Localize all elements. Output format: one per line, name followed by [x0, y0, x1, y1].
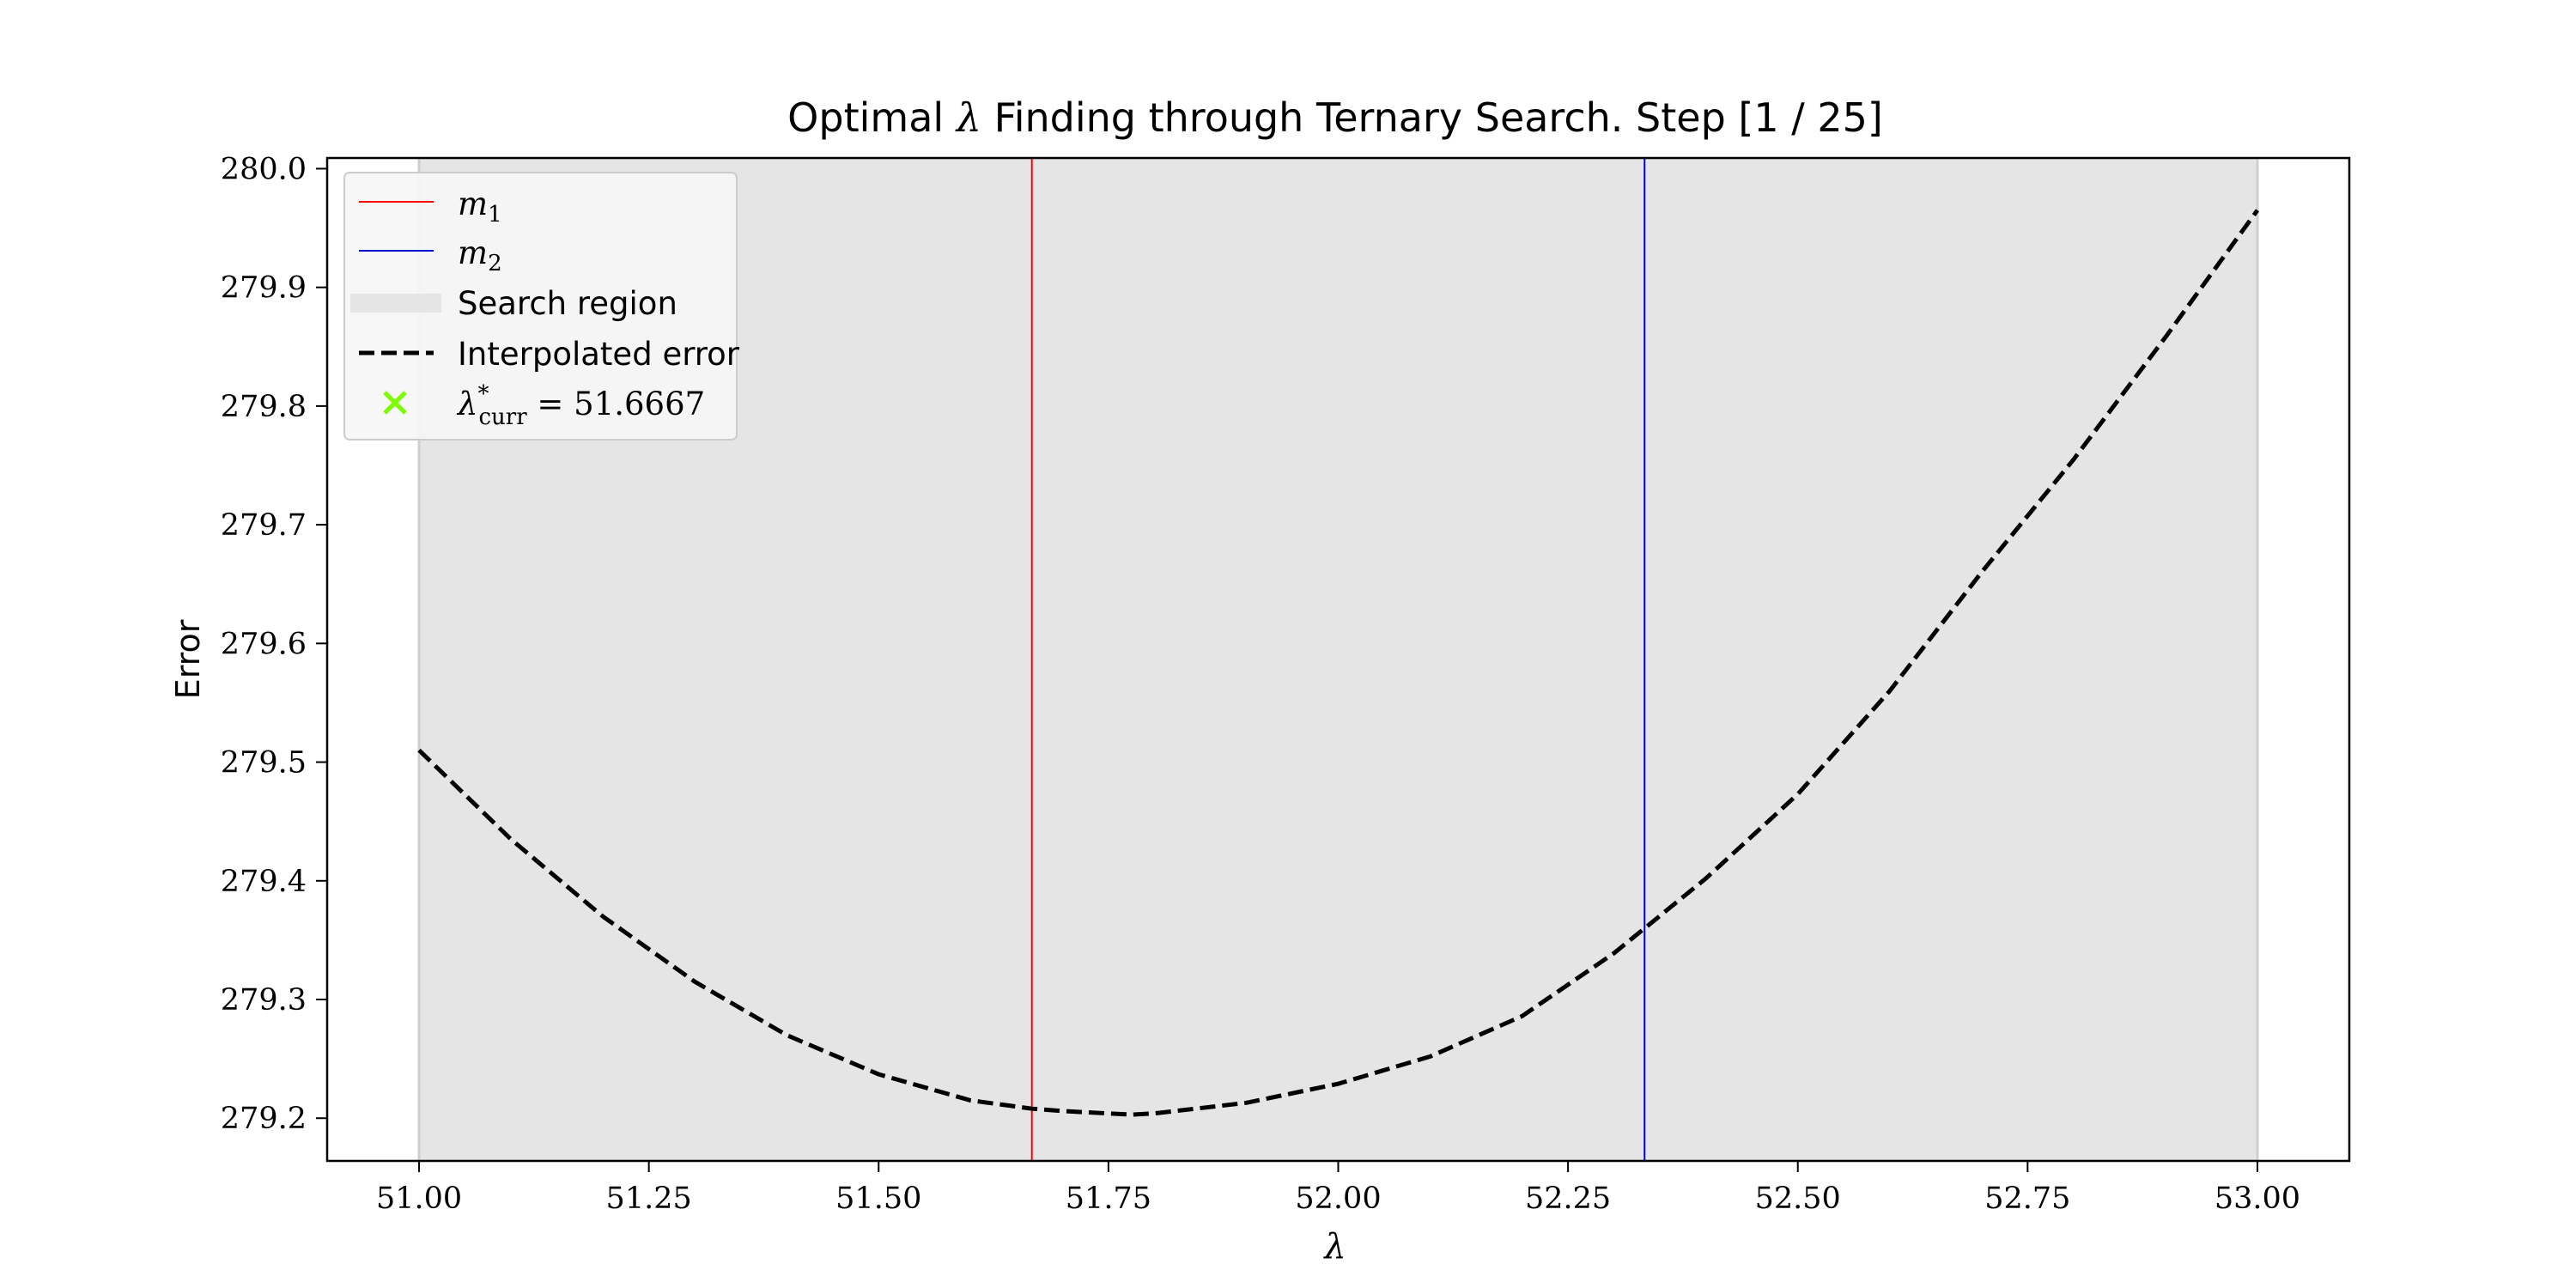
y-tick-label: 279.6	[221, 627, 307, 661]
y-tick-label: 279.7	[221, 508, 307, 543]
chart-title-symbol: λ	[955, 94, 981, 141]
y-tick-label: 279.3	[221, 983, 307, 1018]
chart-title-after: Finding through Ternary Search. Step [1 …	[994, 94, 1883, 141]
y-tick-label: 279.9	[221, 271, 307, 306]
legend: m1 m2 Search region Interpolated error λ…	[343, 172, 740, 440]
legend-best-label-rest: = 51.6667	[527, 386, 706, 422]
legend-m2-label-base: m	[458, 234, 488, 271]
y-tick-label: 279.4	[221, 865, 307, 899]
x-tick-label: 53.00	[2215, 1182, 2300, 1216]
legend-best-label-base: λ	[456, 386, 477, 422]
legend-m1-label: m1	[458, 185, 502, 228]
x-axis-label: λ	[1322, 1227, 1346, 1267]
y-axis-label: Error	[169, 619, 207, 699]
y-tick-label: 279.8	[221, 390, 307, 424]
x-tick-label: 52.00	[1295, 1182, 1381, 1216]
x-tick-label: 52.75	[1984, 1182, 2070, 1216]
chart-title-before: Optimal	[787, 94, 944, 141]
y-axis: 279.2 279.3 279.4 279.5 279.6 279.7 279.8 279.9…	[221, 152, 327, 1136]
interpolated-error-series	[417, 209, 2260, 1117]
legend-m1-label-base: m	[458, 185, 488, 222]
legend-best-label-sup: *	[477, 381, 489, 407]
y-tick-label: 279.2	[221, 1102, 307, 1136]
y-tick-label: 280.0	[221, 152, 307, 186]
x-tick-label: 51.75	[1066, 1182, 1151, 1216]
x-axis: 51.00 51.25 51.50 51.75 52.00 52.25 52.50 52.75…	[376, 1161, 2300, 1216]
x-tick-label: 52.50	[1755, 1182, 1841, 1216]
legend-region-swatch	[350, 294, 441, 313]
legend-m2-label: m2	[458, 234, 502, 276]
x-tick-label: 52.25	[1525, 1182, 1611, 1216]
chart-title: Optimal λ Finding through Ternary Search…	[787, 94, 1883, 141]
y-tick-label: 279.5	[221, 746, 307, 781]
legend-m2-label-sub: 2	[488, 251, 502, 276]
legend-region-label: Search region	[458, 285, 677, 322]
x-tick-label: 51.00	[376, 1182, 462, 1216]
legend-error-label: Interpolated error	[458, 336, 740, 373]
legend-m1-label-sub: 1	[488, 202, 502, 228]
legend-best-label: λ* curr = 51.6667	[456, 381, 705, 430]
legend-best-label-sub: curr	[478, 404, 527, 430]
legend-box	[343, 172, 738, 440]
x-tick-label: 51.50	[835, 1182, 921, 1216]
legend-best-marker-icon	[383, 391, 407, 415]
x-tick-label: 51.25	[606, 1182, 692, 1216]
